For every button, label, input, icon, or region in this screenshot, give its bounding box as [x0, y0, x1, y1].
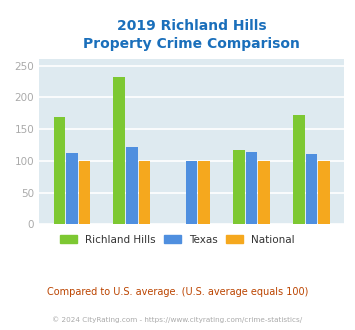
Bar	[79, 161, 90, 224]
Bar	[318, 161, 330, 224]
Bar	[66, 153, 78, 224]
Text: Compared to U.S. average. (U.S. average equals 100): Compared to U.S. average. (U.S. average …	[47, 287, 308, 297]
Bar	[114, 77, 125, 224]
Bar	[198, 161, 210, 224]
Text: © 2024 CityRating.com - https://www.cityrating.com/crime-statistics/: © 2024 CityRating.com - https://www.city…	[53, 317, 302, 323]
Bar	[293, 115, 305, 224]
Legend: Richland Hills, Texas, National: Richland Hills, Texas, National	[56, 231, 299, 249]
Bar	[54, 116, 65, 224]
Bar	[258, 161, 270, 224]
Bar	[126, 147, 138, 224]
Bar	[138, 161, 150, 224]
Title: 2019 Richland Hills
Property Crime Comparison: 2019 Richland Hills Property Crime Compa…	[83, 19, 300, 51]
Bar	[246, 152, 257, 224]
Bar	[186, 161, 197, 224]
Bar	[306, 154, 317, 224]
Bar	[233, 150, 245, 224]
